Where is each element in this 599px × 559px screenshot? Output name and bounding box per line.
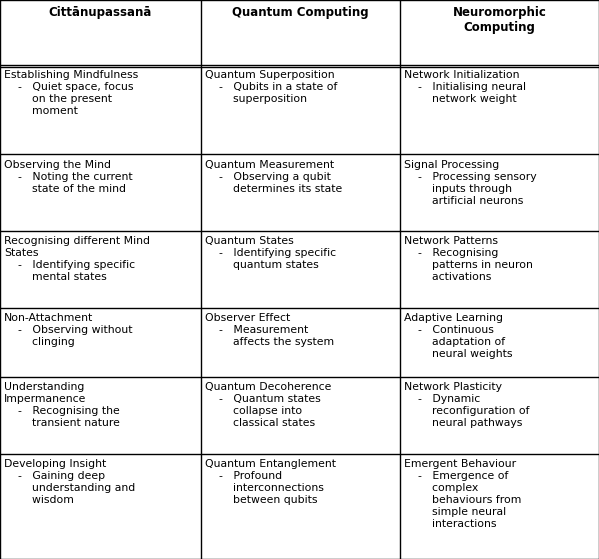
Text: Observer Effect
    -   Measurement
        affects the system: Observer Effect - Measurement affects th… — [205, 314, 334, 348]
Text: Developing Insight
    -   Gaining deep
        understanding and
        wisdom: Developing Insight - Gaining deep unders… — [4, 459, 135, 505]
Text: Quantum Entanglement
    -   Profound
        interconnections
        between q: Quantum Entanglement - Profound intercon… — [205, 459, 336, 505]
Text: Adaptive Learning
    -   Continuous
        adaptation of
        neural weight: Adaptive Learning - Continuous adaptatio… — [404, 314, 513, 359]
Text: Recognising different Mind
States
    -   Identifying specific
        mental st: Recognising different Mind States - Iden… — [4, 236, 150, 282]
Text: Network Initialization
    -   Initialising neural
        network weight: Network Initialization - Initialising ne… — [404, 70, 527, 105]
Text: Non-Attachment
    -   Observing without
        clinging: Non-Attachment - Observing without cling… — [4, 314, 133, 348]
Text: Quantum Superposition
    -   Qubits in a state of
        superposition: Quantum Superposition - Qubits in a stat… — [205, 70, 337, 105]
Text: Quantum Decoherence
    -   Quantum states
        collapse into
        classic: Quantum Decoherence - Quantum states col… — [205, 382, 331, 428]
Text: Observing the Mind
    -   Noting the current
        state of the mind: Observing the Mind - Noting the current … — [4, 159, 133, 193]
Text: Establishing Mindfulness
    -   Quiet space, focus
        on the present
     : Establishing Mindfulness - Quiet space, … — [4, 70, 138, 116]
Text: Emergent Behaviour
    -   Emergence of
        complex
        behaviours from
: Emergent Behaviour - Emergence of comple… — [404, 459, 522, 529]
Text: Signal Processing
    -   Processing sensory
        inputs through
        arti: Signal Processing - Processing sensory i… — [404, 159, 537, 206]
Text: Understanding
Impermanence
    -   Recognising the
        transient nature: Understanding Impermanence - Recognising… — [4, 382, 120, 428]
Text: Cittānupassanā: Cittānupassanā — [49, 6, 152, 18]
Text: Network Patterns
    -   Recognising
        patterns in neuron
        activati: Network Patterns - Recognising patterns … — [404, 236, 533, 282]
Text: Quantum Measurement
    -   Observing a qubit
        determines its state: Quantum Measurement - Observing a qubit … — [205, 159, 342, 193]
Text: Quantum States
    -   Identifying specific
        quantum states: Quantum States - Identifying specific qu… — [205, 236, 336, 271]
Text: Network Plasticity
    -   Dynamic
        reconfiguration of
        neural pat: Network Plasticity - Dynamic reconfigura… — [404, 382, 530, 428]
Text: Quantum Computing: Quantum Computing — [232, 6, 369, 18]
Text: Neuromorphic
Computing: Neuromorphic Computing — [453, 6, 546, 34]
